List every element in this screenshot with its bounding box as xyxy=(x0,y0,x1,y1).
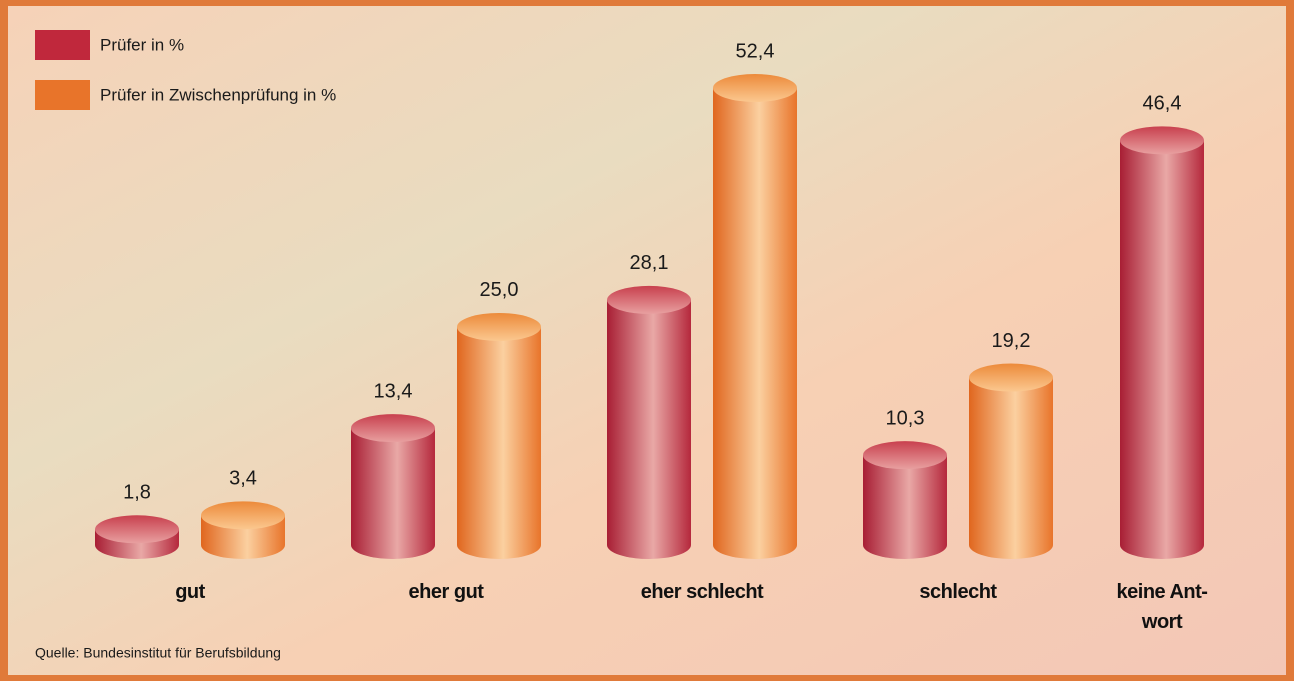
bar-body xyxy=(1120,140,1204,545)
value-label: 28,1 xyxy=(630,252,669,274)
bar xyxy=(351,414,435,559)
bar-body xyxy=(863,455,947,545)
bar xyxy=(969,363,1053,559)
legend-label: Prüfer in % xyxy=(100,35,184,54)
bar-top xyxy=(863,441,947,470)
bar-body xyxy=(607,299,691,545)
category-label: keine Ant- wort xyxy=(1116,581,1208,633)
bar-top xyxy=(713,74,797,102)
bar-top xyxy=(351,414,435,443)
bar xyxy=(457,312,541,559)
bar xyxy=(95,515,179,559)
bar-top xyxy=(95,515,179,544)
value-label: 1,8 xyxy=(123,482,151,504)
bar xyxy=(201,501,285,559)
bar-top xyxy=(201,501,285,530)
bar-body xyxy=(351,428,435,545)
value-label: 3,4 xyxy=(229,468,257,490)
bar-top xyxy=(1120,126,1204,155)
bar xyxy=(607,285,691,559)
value-label: 13,4 xyxy=(374,380,413,402)
value-label: 52,4 xyxy=(736,40,775,62)
value-label: 25,0 xyxy=(480,279,519,301)
bar xyxy=(863,441,947,559)
bar xyxy=(713,74,797,559)
bar-body xyxy=(457,326,541,545)
value-label: 46,4 xyxy=(1143,93,1182,115)
category-label: eher schlecht xyxy=(640,581,764,603)
bar-body xyxy=(969,377,1053,545)
value-label: 10,3 xyxy=(886,407,925,429)
legend-label: Prüfer in Zwischenprüfung in % xyxy=(100,85,336,104)
legend-swatch xyxy=(35,30,90,60)
category-label: gut xyxy=(175,581,205,603)
bar-top xyxy=(607,285,691,314)
bar-top xyxy=(969,363,1053,392)
category-label: schlecht xyxy=(919,581,997,603)
legend-swatch xyxy=(35,80,90,110)
value-label: 19,2 xyxy=(992,330,1031,352)
bar xyxy=(1120,126,1204,559)
category-label: eher gut xyxy=(408,581,484,603)
bar-body xyxy=(713,88,797,545)
source: Quelle: Bundesinstitut für Berufsbildung xyxy=(35,645,281,661)
bar-top xyxy=(457,312,541,341)
